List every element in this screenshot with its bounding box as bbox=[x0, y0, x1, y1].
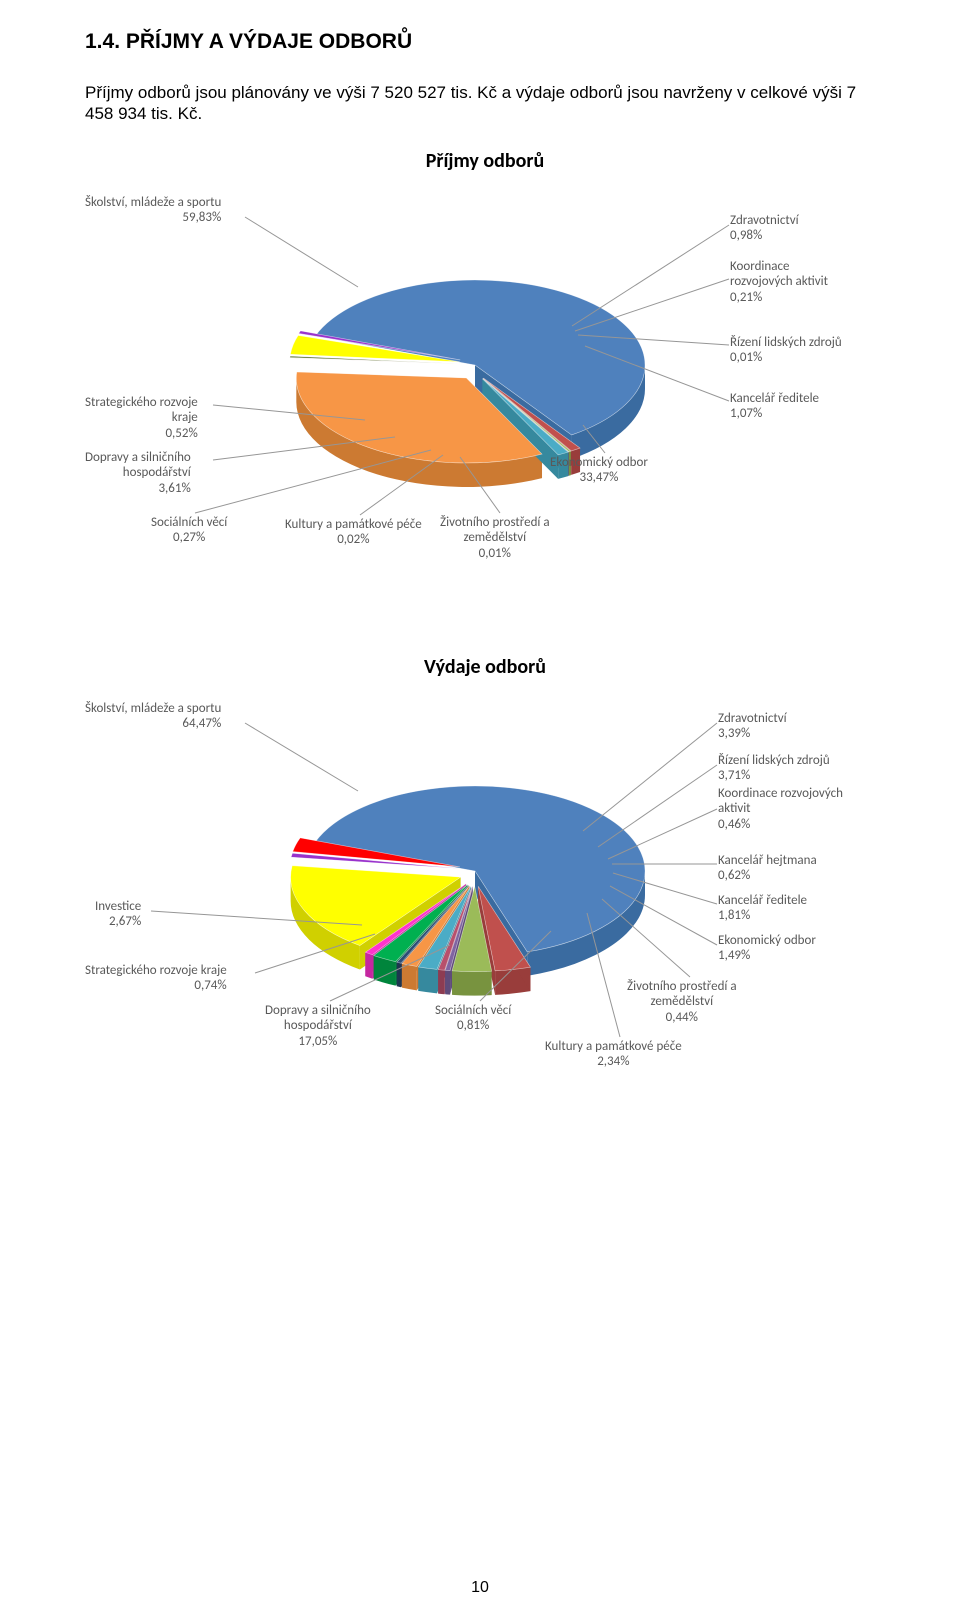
pie-label: Kancelář ředitele 1,81% bbox=[718, 893, 807, 924]
pie-slice-side bbox=[452, 970, 492, 995]
page-number: 10 bbox=[0, 1579, 960, 1597]
chart-expenses: Výdaje odborů Školství, mládeže a sportu… bbox=[85, 655, 885, 1101]
pie-label: Životního prostředí a zemědělství 0,44% bbox=[627, 979, 737, 1026]
pie-label: Kancelář ředitele 1,07% bbox=[730, 391, 819, 422]
intro-paragraph: Příjmy odborů jsou plánovány ve výši 7 5… bbox=[85, 82, 885, 125]
pie-label: Kancelář hejtmana 0,62% bbox=[718, 853, 817, 884]
pie-label: Kultury a památkové péče 0,02% bbox=[285, 517, 422, 548]
leader-line bbox=[572, 225, 729, 326]
leader-line bbox=[575, 279, 729, 331]
pie-label: Koordinace rozvojových aktivit 0,46% bbox=[718, 786, 843, 833]
pie-label: Životního prostředí a zemědělství 0,01% bbox=[440, 515, 550, 562]
pie-label: Sociálních věcí 0,81% bbox=[435, 1003, 511, 1034]
chart-expenses-title: Výdaje odborů bbox=[85, 655, 885, 679]
pie-label: Koordinace rozvojových aktivit 0,21% bbox=[730, 259, 828, 306]
pie-label: Dopravy a silničního hospodářství 17,05% bbox=[265, 1003, 371, 1050]
chart-expenses-canvas: Školství, mládeže a sportu 64,47% Zdravot… bbox=[85, 701, 885, 1101]
chart-income: Příjmy odborů Školství, mládeže a sportu… bbox=[85, 149, 885, 585]
pie-label: Řízení lidských zdrojů 0,01% bbox=[730, 335, 842, 366]
pie-label: Strategického rozvoje kraje 0,52% bbox=[85, 395, 198, 442]
pie-label: Školství, mládeže a sportu 59,83% bbox=[85, 195, 221, 226]
pie-label: Investice 2,67% bbox=[95, 899, 141, 930]
pie-label: Řízení lidských zdrojů 3,71% bbox=[718, 753, 830, 784]
chart-income-title: Příjmy odborů bbox=[85, 149, 885, 173]
pie-label: Dopravy a silničního hospodářství 3,61% bbox=[85, 450, 191, 497]
leader-line bbox=[245, 217, 358, 287]
pie-label: Ekonomický odbor 1,49% bbox=[718, 933, 816, 964]
leader-line bbox=[195, 450, 431, 513]
section-heading: 1.4. PŘÍJMY A VÝDAJE ODBORŮ bbox=[85, 30, 885, 54]
pie-label: Školství, mládeže a sportu 64,47% bbox=[85, 701, 221, 732]
chart-income-canvas: Školství, mládeže a sportu 59,83% Zdravot… bbox=[85, 195, 885, 585]
pie-label: Sociálních věcí 0,27% bbox=[151, 515, 227, 546]
pie-label: Ekonomický odbor 33,47% bbox=[550, 455, 648, 486]
pie-label: Zdravotnictví 3,39% bbox=[718, 711, 787, 742]
leader-line bbox=[583, 723, 717, 831]
pie-label: Strategického rozvoje kraje 0,74% bbox=[85, 963, 227, 994]
pie-label: Kultury a památkové péče 2,34% bbox=[545, 1039, 682, 1070]
leader-line bbox=[598, 765, 717, 847]
leader-line bbox=[245, 723, 358, 791]
pie-label: Zdravotnictví 0,98% bbox=[730, 213, 799, 244]
